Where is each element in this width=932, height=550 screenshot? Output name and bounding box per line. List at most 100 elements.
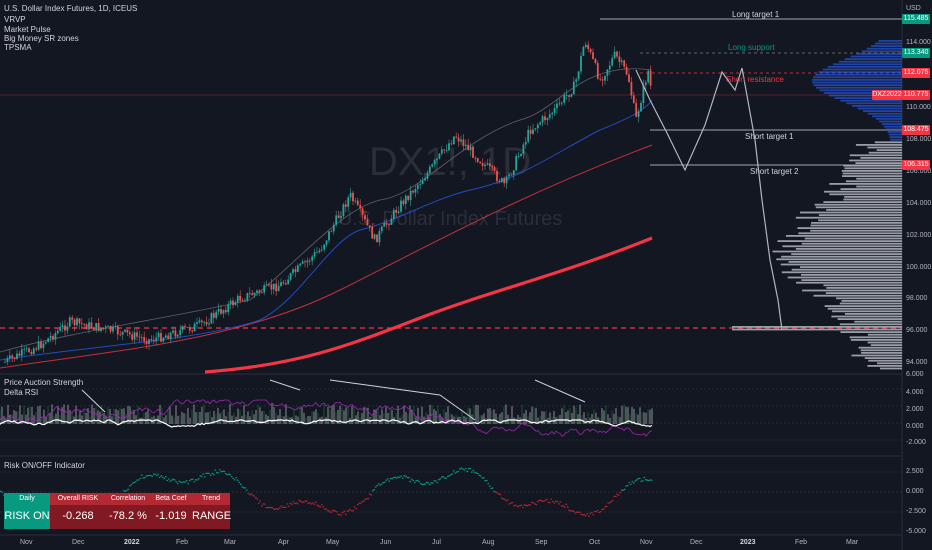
candle-body <box>443 149 446 151</box>
price-tag-long-target-1: 115.485 <box>902 14 930 24</box>
risk-line-segment <box>254 496 257 499</box>
candle-body <box>592 52 594 59</box>
volume-bar <box>801 279 902 281</box>
risk-tick: 2.500 <box>906 468 924 475</box>
volume-bar <box>879 367 902 370</box>
risk-line-segment <box>407 476 410 479</box>
candle-body <box>378 231 381 243</box>
candle-body <box>440 149 443 154</box>
candle-body <box>229 300 232 305</box>
pas-title[interactable]: Price Auction Strength <box>4 378 84 387</box>
volume-bar <box>791 253 902 255</box>
candle-body <box>196 322 198 324</box>
indicator-vrvp[interactable]: VRVP <box>4 15 26 24</box>
candle-body <box>347 197 350 207</box>
volume-bar <box>813 84 902 86</box>
candle-body <box>318 250 321 253</box>
candle-body <box>61 325 64 327</box>
pas-tick: 6.000 <box>906 371 924 378</box>
volume-bar <box>795 248 902 250</box>
volume-bar <box>823 284 902 287</box>
risk-header-correlation: Correlation <box>106 493 150 505</box>
volume-bar <box>800 266 902 268</box>
candle-body <box>8 355 11 359</box>
risk-line-segment <box>394 476 397 479</box>
volume-bar <box>819 89 902 92</box>
volume-bar <box>867 333 902 336</box>
candle-body <box>23 348 26 350</box>
risk-line-segment <box>169 480 172 483</box>
volume-bar <box>867 112 902 115</box>
volume-bar <box>791 268 902 271</box>
currency-label: USD <box>906 5 921 12</box>
risk-line-segment <box>190 478 193 481</box>
indicator-market-pulse[interactable]: Market Pulse <box>4 25 51 34</box>
time-tick: Mar <box>846 539 859 546</box>
risk-line-segment <box>548 501 551 504</box>
candle-body <box>150 339 153 341</box>
candle-body <box>344 204 347 207</box>
volume-bar <box>845 180 902 183</box>
risk-line-segment <box>635 478 638 481</box>
indicator-big-money[interactable]: Big Money SR zones <box>4 34 79 43</box>
volume-bar <box>886 128 902 131</box>
risk-line-segment <box>272 508 275 510</box>
risk-line-segment <box>380 483 383 486</box>
candle-body <box>292 269 294 274</box>
volume-bar <box>781 255 902 258</box>
candle-body <box>512 170 515 175</box>
candle-body <box>313 252 316 257</box>
candle-body <box>580 55 582 72</box>
risk-line-segment <box>299 500 302 503</box>
risk-tick: 0.000 <box>906 488 924 495</box>
volume-bar <box>850 55 902 58</box>
candle-body <box>472 146 474 158</box>
risk-line-segment <box>143 476 146 479</box>
candle-body <box>565 95 568 96</box>
candle-body <box>534 128 537 130</box>
risk-line-segment <box>341 511 344 514</box>
candle-body <box>584 44 587 48</box>
risk-line-segment <box>580 513 583 516</box>
candle-body <box>68 317 71 327</box>
risk-line-segment <box>388 480 391 483</box>
candle-body <box>232 300 234 306</box>
short-resistance-label: Short resistance <box>726 75 784 84</box>
candle-body <box>73 319 76 326</box>
candle-body <box>56 330 59 334</box>
candle-body <box>642 85 645 103</box>
risk-title[interactable]: Risk ON/OFF Indicator <box>4 461 85 470</box>
candle-body <box>436 158 438 161</box>
candle-body <box>371 226 374 239</box>
candle-body <box>328 231 330 241</box>
candle-body <box>227 304 230 313</box>
volume-bar <box>832 310 902 313</box>
candle-body <box>368 225 371 227</box>
risk-line-segment <box>532 502 535 504</box>
volume-bar <box>831 315 902 318</box>
candle-body <box>426 172 429 179</box>
volume-bar <box>797 227 902 229</box>
candle-body <box>448 143 450 151</box>
risk-line-segment <box>634 480 637 482</box>
candle-body <box>284 283 287 285</box>
volume-bar <box>868 151 902 154</box>
risk-line-segment <box>511 501 514 504</box>
volume-bar <box>841 170 902 172</box>
risk-line-segment <box>449 473 452 476</box>
time-tick: Oct <box>589 539 600 546</box>
volume-bar <box>814 203 902 206</box>
candle-body <box>4 361 6 363</box>
risk-value-correlation: -78.2 % <box>106 505 150 529</box>
risk-line-segment <box>538 499 541 502</box>
risk-line-segment <box>314 501 317 504</box>
candle-body <box>390 218 393 225</box>
candle-body <box>361 208 364 216</box>
candle-body <box>352 192 354 202</box>
candle-body <box>116 326 119 335</box>
price-tick: 106.000 <box>906 168 932 175</box>
indicator-tpsma[interactable]: TPSMA <box>4 43 32 52</box>
candle-body <box>107 326 110 327</box>
